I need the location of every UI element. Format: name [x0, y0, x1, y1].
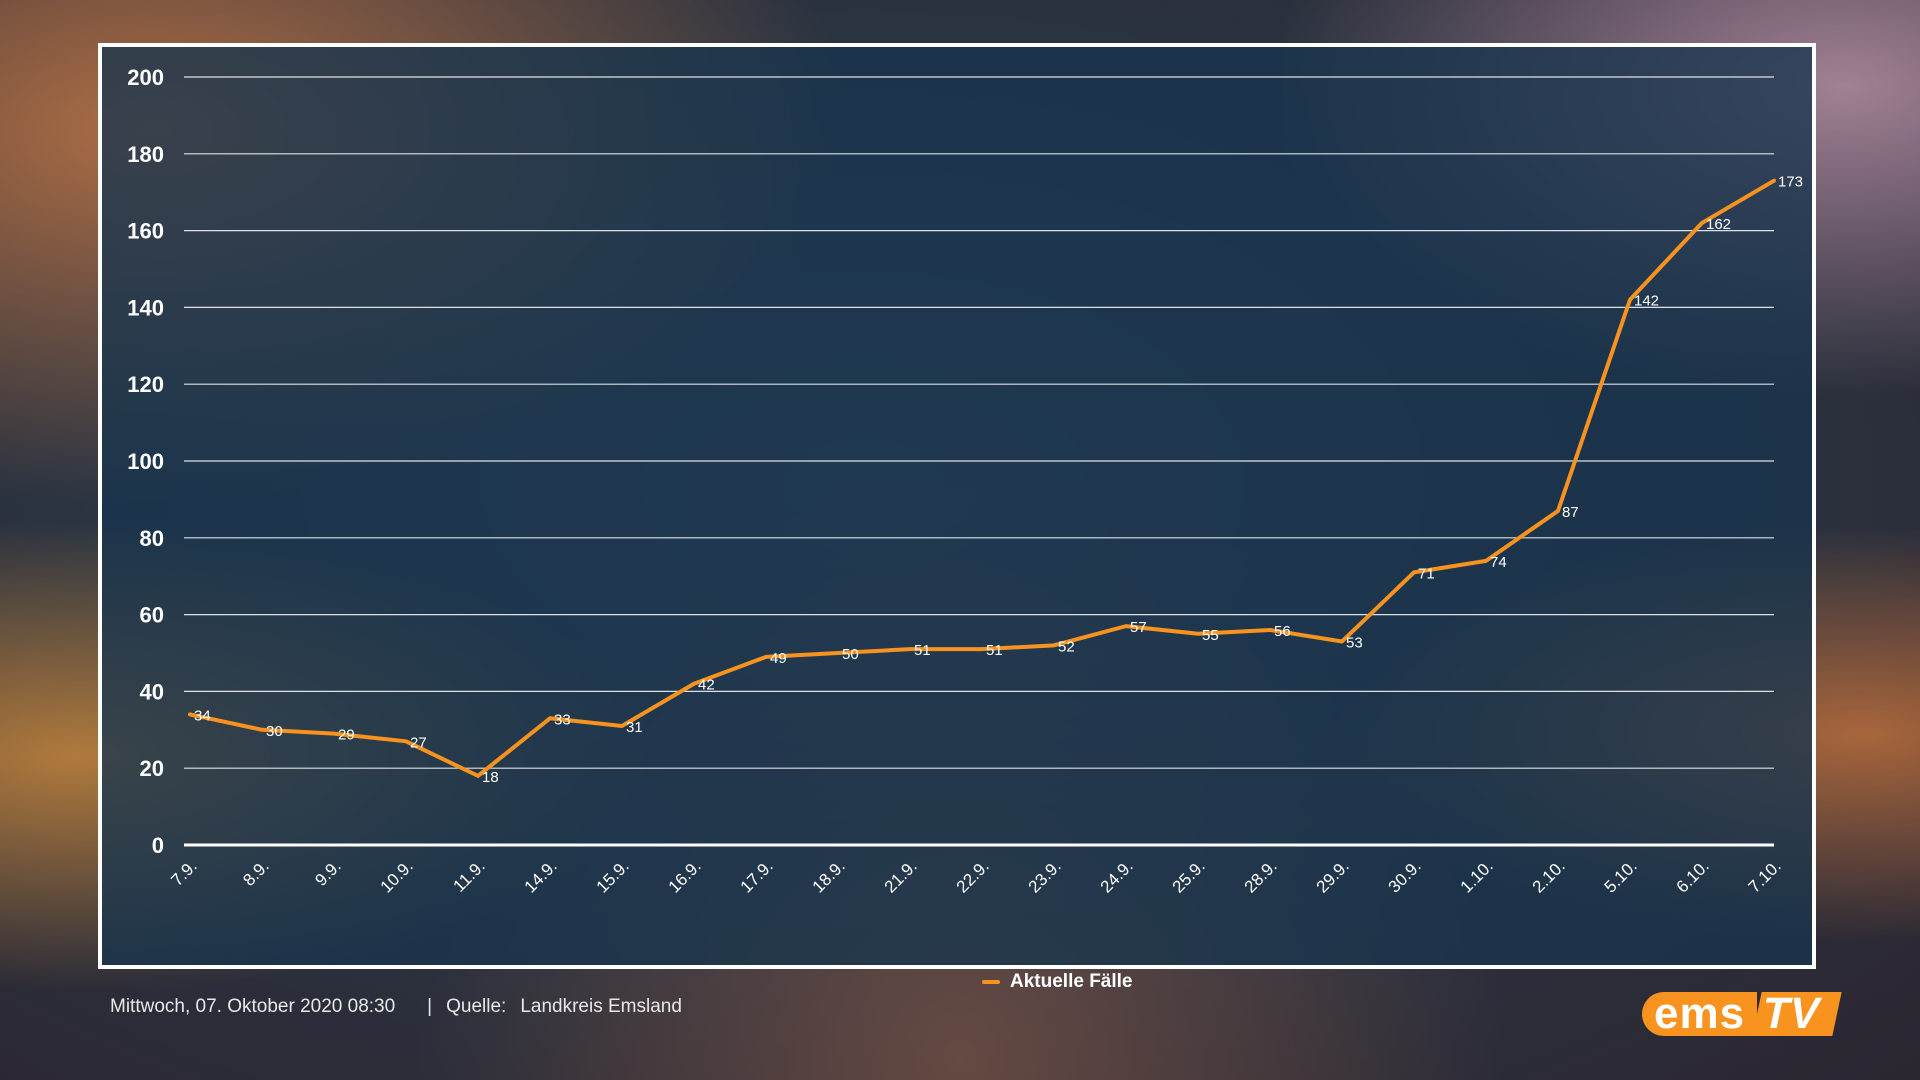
x-tick-label: 7.9.	[167, 856, 200, 889]
data-label: 49	[770, 650, 787, 667]
x-axis-ticks: 7.9. 8.9. 9.9. 10.9. 11.9. 14.9. 15.9. 16.9. 17.…	[167, 856, 1784, 896]
line-chart: 0 20 40 60 80 100 120 140 160 180 200 7.9. 8.9. 9.9.…	[127, 65, 1803, 897]
y-tick-label: 140	[127, 295, 164, 320]
legend-label: Aktuelle Fälle	[1010, 971, 1133, 992]
footer-source-value: Landkreis Emsland	[520, 996, 682, 1017]
data-label: 53	[1346, 634, 1363, 651]
x-tick-label: 18.9.	[809, 856, 849, 896]
data-label: 33	[554, 711, 571, 728]
data-labels: 34 30 29 27 18 33 31 42 49 50 51 51 52 57 55 56 53 71 74 87…	[194, 174, 1803, 786]
data-label: 29	[338, 727, 355, 744]
data-label: 42	[698, 677, 715, 694]
footer-source-label: Quelle:	[446, 996, 507, 1017]
series-layer	[188, 178, 1776, 778]
legend-swatch	[982, 980, 1000, 984]
x-tick-label: 25.9.	[1169, 856, 1209, 896]
footer-timestamp: Mittwoch, 07. Oktober 2020 08:30	[110, 996, 396, 1017]
data-label: 142	[1634, 293, 1659, 310]
grid-layer	[184, 76, 1774, 847]
x-tick-label: 6.10.	[1673, 856, 1713, 896]
y-tick-label: 20	[140, 756, 164, 781]
data-label: 31	[626, 719, 643, 736]
data-label: 18	[482, 769, 499, 786]
x-tick-label: 2.10.	[1529, 856, 1569, 896]
footer-separator: |	[427, 996, 433, 1017]
data-label: 51	[986, 642, 1003, 659]
y-axis-ticks: 0 20 40 60 80 100 120 140 160 180 200	[127, 65, 164, 858]
series-line-aktuelle-faelle	[188, 178, 1776, 778]
x-tick-label: 23.9.	[1025, 856, 1065, 896]
y-tick-label: 200	[127, 65, 164, 90]
data-label: 52	[1058, 638, 1075, 655]
x-tick-label: 24.9.	[1097, 856, 1137, 896]
y-tick-label: 100	[127, 449, 164, 474]
data-label: 71	[1418, 565, 1435, 582]
data-label: 34	[194, 707, 211, 724]
data-label: 87	[1562, 504, 1579, 521]
x-tick-label: 29.9.	[1313, 856, 1353, 896]
y-tick-label: 180	[127, 142, 164, 167]
data-label: 51	[914, 642, 931, 659]
data-label: 74	[1490, 554, 1507, 571]
data-label: 173	[1778, 174, 1803, 191]
data-label: 57	[1130, 619, 1147, 636]
x-tick-label: 15.9.	[593, 856, 633, 896]
ems-tv-logo: ems TV	[1642, 989, 1842, 1038]
x-tick-label: 22.9.	[953, 856, 993, 896]
x-tick-label: 14.9.	[521, 856, 561, 896]
x-tick-label: 9.9.	[311, 856, 344, 889]
y-tick-label: 40	[140, 679, 164, 704]
data-label: 55	[1202, 627, 1219, 644]
x-tick-label: 21.9.	[881, 856, 921, 896]
x-tick-label: 8.9.	[239, 856, 272, 889]
chart-legend: Aktuelle Fälle	[982, 971, 1133, 993]
logo-tv: TV	[1752, 989, 1842, 1038]
y-tick-label: 80	[140, 526, 164, 551]
y-tick-label: 160	[127, 219, 164, 244]
data-label: 162	[1706, 216, 1731, 233]
x-tick-label: 1.10.	[1457, 856, 1497, 896]
x-tick-label: 7.10.	[1745, 856, 1785, 896]
x-tick-label: 17.9.	[737, 856, 777, 896]
data-label: 30	[266, 723, 283, 740]
footer: Mittwoch, 07. Oktober 2020 08:30 | Quell…	[110, 996, 682, 1018]
y-tick-label: 60	[140, 603, 164, 628]
y-tick-label: 0	[152, 833, 164, 858]
x-tick-label: 16.9.	[665, 856, 705, 896]
x-tick-label: 5.10.	[1601, 856, 1641, 896]
x-tick-label: 10.9.	[377, 856, 417, 896]
x-tick-label: 11.9.	[450, 856, 489, 895]
chart-panel: 0 20 40 60 80 100 120 140 160 180 200 7.9. 8.9. 9.9.…	[98, 43, 1816, 992]
data-label: 27	[410, 734, 427, 751]
x-tick-label: 30.9.	[1385, 856, 1425, 896]
y-tick-label: 120	[127, 372, 164, 397]
data-label: 50	[842, 646, 859, 663]
logo-ems: ems	[1642, 992, 1758, 1036]
data-label: 56	[1274, 623, 1291, 640]
x-tick-label: 28.9.	[1241, 856, 1281, 896]
